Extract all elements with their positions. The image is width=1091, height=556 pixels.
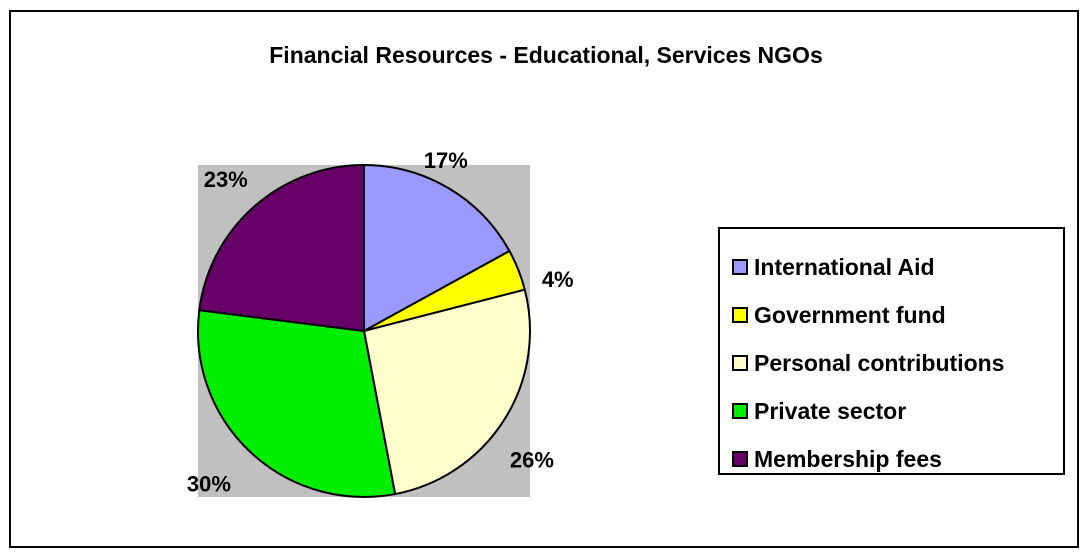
pie-slice-personal-contributions	[362, 288, 531, 496]
legend-swatch	[732, 307, 748, 323]
legend-item-private-sector: Private sector	[720, 387, 1063, 435]
legend-label: Private sector	[754, 397, 907, 424]
slice-label: 4%	[542, 267, 574, 292]
chart-frame: Financial Resources - Educational, Servi…	[9, 10, 1079, 548]
pie-slice-private-sector	[197, 309, 397, 498]
legend-item-personal-contributions: Personal contributions	[720, 339, 1063, 387]
slice-label: 17%	[424, 148, 468, 173]
slice-label: 23%	[204, 167, 248, 192]
legend-item-membership-fees: Membership fees	[720, 435, 1063, 483]
legend: International Aid Government fund Person…	[718, 227, 1065, 475]
legend-label: Government fund	[754, 301, 946, 328]
legend-swatch	[732, 355, 748, 371]
slice-label: 30%	[187, 471, 231, 496]
legend-item-government-fund: Government fund	[720, 291, 1063, 339]
legend-swatch	[732, 259, 748, 275]
legend-label: Membership fees	[754, 445, 942, 472]
pie-slice-membership-fees	[198, 163, 365, 333]
slice-label: 26%	[510, 447, 554, 472]
legend-label: Personal contributions	[754, 349, 1005, 376]
legend-item-international-aid: International Aid	[720, 243, 1063, 291]
legend-label: International Aid	[754, 253, 935, 280]
pie-chart: 17% 4% 26% 30% 23%	[187, 148, 574, 498]
legend-swatch	[732, 451, 748, 467]
chart-title: Financial Resources - Educational, Servi…	[269, 42, 823, 68]
legend-swatch	[732, 403, 748, 419]
pie-slice-international-aid	[363, 163, 511, 333]
